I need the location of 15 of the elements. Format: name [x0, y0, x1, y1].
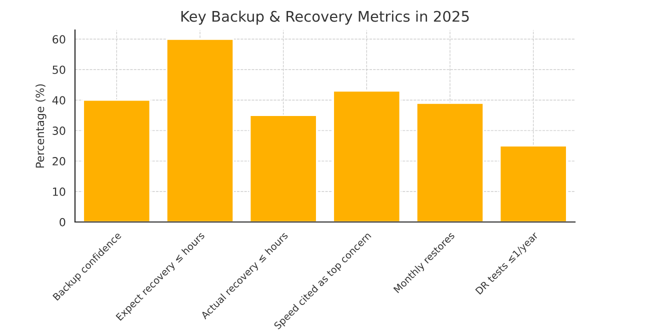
y-tick-label: 20 — [52, 157, 66, 166]
chart-title: Key Backup & Recovery Metrics in 2025 — [181, 10, 469, 25]
y-tick-label: 50 — [52, 66, 66, 74]
y-tick-label: 40 — [52, 96, 66, 104]
bar — [332, 90, 401, 222]
bar — [499, 145, 568, 222]
y-tick-label: 10 — [53, 188, 66, 196]
bar — [416, 102, 484, 222]
y-tick-label: 0 — [60, 218, 66, 226]
bar — [166, 38, 234, 222]
y-tick-label: 60 — [52, 35, 66, 44]
y-axis-title: Percentage (%) — [36, 84, 46, 168]
y-tick-label: 30 — [52, 126, 66, 135]
bar — [249, 114, 318, 222]
bar — [82, 99, 151, 222]
